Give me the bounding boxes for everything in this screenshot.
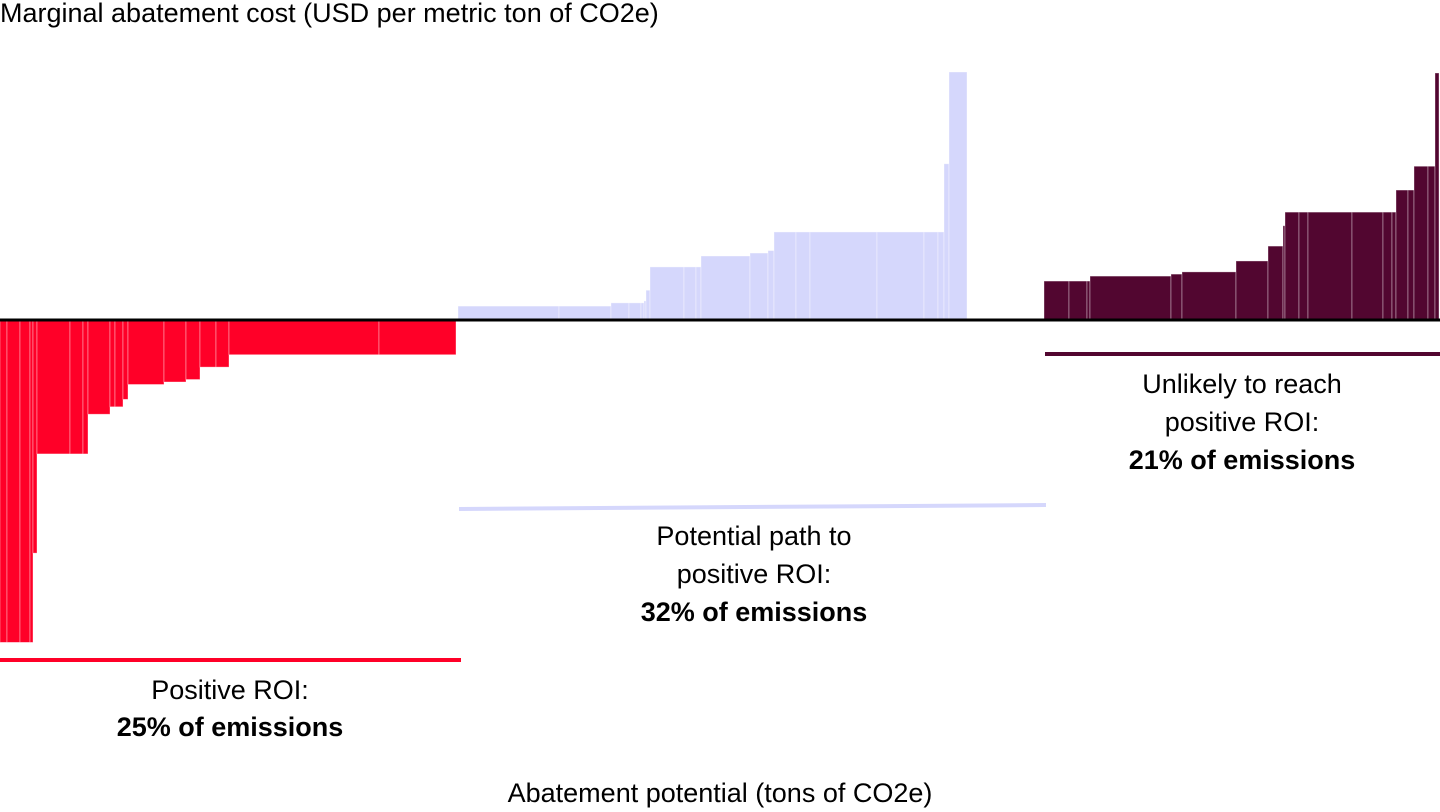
positive-bar — [87, 319, 111, 415]
positive-bar — [127, 319, 165, 385]
potential-bar — [773, 231, 797, 321]
positive-bar — [36, 319, 71, 455]
potential-bar — [695, 266, 702, 321]
unlikely-bar — [1351, 211, 1384, 321]
positive-bar — [29, 319, 34, 643]
potential-label-line2: positive ROI: — [676, 559, 832, 589]
positive-bar — [199, 319, 217, 368]
positive-bar — [114, 319, 124, 408]
unlikely-bar — [1434, 72, 1440, 321]
unlikely-bar — [1395, 189, 1409, 321]
unlikely-bar — [1298, 211, 1309, 321]
potential-bar — [645, 289, 651, 321]
unlikely-label-line2: positive ROI: — [1164, 407, 1320, 437]
unlikely-bar — [1170, 273, 1183, 321]
potential-bar — [610, 302, 630, 321]
unlikely-bar — [1181, 271, 1237, 321]
potential-bar — [700, 255, 751, 321]
unlikely-bar — [1089, 275, 1172, 321]
unlikely-bar — [1068, 280, 1088, 321]
unlikely-bar — [1413, 165, 1429, 321]
potential-bar — [767, 250, 775, 321]
positive-bar — [185, 319, 201, 380]
x-axis-label: Abatement potential (tons of CO2e) — [507, 778, 933, 808]
unlikely-bar — [1284, 211, 1300, 321]
unlikely-share: 21% of emissions — [1128, 445, 1356, 475]
unlikely-bar — [1043, 280, 1070, 321]
positive-bar — [32, 319, 38, 554]
potential-bar — [649, 266, 685, 321]
positive-share: 25% of emissions — [116, 712, 344, 742]
positive-bar — [82, 319, 89, 455]
potential-bar — [558, 305, 612, 321]
unlikely-bar — [1307, 211, 1353, 321]
unlikely-bar — [1391, 211, 1397, 321]
positive-bar — [6, 319, 21, 643]
potential-bar — [948, 71, 968, 321]
potential-bracket-line — [458, 503, 1047, 511]
unlikely-bar — [1235, 260, 1269, 321]
unlikely-label-line1: Unlikely to reach — [1142, 369, 1342, 399]
potential-bar — [457, 305, 560, 321]
positive-bar — [0, 319, 8, 643]
unlikely-bar — [1267, 245, 1284, 321]
positive-label-line1: Positive ROI: — [151, 675, 309, 705]
unlikely-bar — [1427, 165, 1436, 321]
positive-bar — [122, 319, 129, 400]
potential-bar — [943, 163, 950, 321]
potential-bar — [809, 231, 878, 321]
potential-bar — [683, 266, 697, 321]
unlikely-bar — [1086, 280, 1091, 321]
potential-label-line1: Potential path to — [656, 521, 852, 551]
potential-bar — [937, 231, 945, 321]
potential-bar — [876, 231, 925, 321]
potential-bar — [923, 231, 939, 321]
positive-bar — [163, 319, 187, 383]
potential-share: 32% of emissions — [640, 597, 868, 627]
positive-bar — [215, 319, 230, 368]
positive-bar — [19, 319, 31, 643]
positive-bar — [109, 319, 116, 408]
positive-bar — [69, 319, 84, 455]
potential-bar — [749, 252, 769, 321]
potential-bar — [795, 231, 811, 321]
unlikely-bar — [1407, 189, 1415, 321]
y-axis-label: Marginal abatement cost (USD per metric … — [0, 0, 659, 28]
potential-bar — [640, 302, 645, 321]
positive-bar — [378, 319, 457, 356]
potential-bar — [628, 302, 642, 321]
unlikely-bar — [1382, 211, 1393, 321]
positive-bar — [228, 319, 380, 356]
